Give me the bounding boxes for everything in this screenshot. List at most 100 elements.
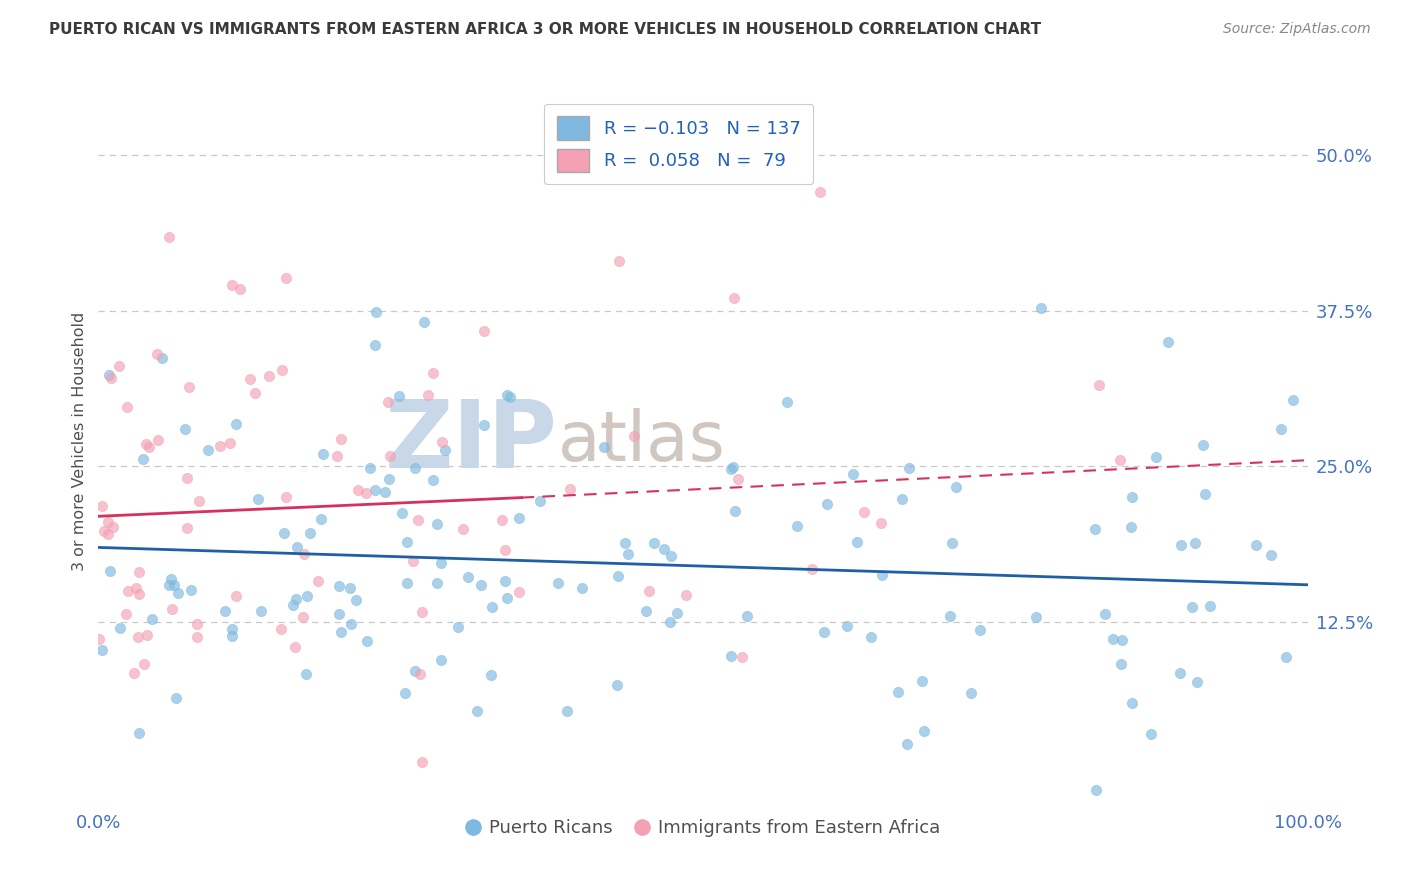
Point xyxy=(93,524,115,538)
Point xyxy=(721,459,744,474)
Point xyxy=(391,506,413,520)
Point xyxy=(97,515,120,529)
Point xyxy=(1181,599,1204,614)
Point xyxy=(426,516,449,531)
Point xyxy=(98,564,121,578)
Point xyxy=(430,435,453,450)
Point xyxy=(1109,453,1132,467)
Point xyxy=(388,389,411,403)
Point xyxy=(174,422,197,436)
Point xyxy=(125,581,148,595)
Point xyxy=(197,442,219,457)
Point xyxy=(666,606,689,620)
Point xyxy=(945,479,967,493)
Point xyxy=(1029,301,1052,316)
Point xyxy=(508,585,530,599)
Point xyxy=(800,562,823,576)
Point xyxy=(1144,450,1167,465)
Point xyxy=(378,472,401,486)
Point xyxy=(339,581,361,595)
Point xyxy=(176,471,198,485)
Point xyxy=(1121,490,1143,504)
Point xyxy=(941,536,963,550)
Point xyxy=(408,666,430,681)
Point xyxy=(1088,377,1111,392)
Point xyxy=(128,565,150,579)
Point xyxy=(815,497,838,511)
Point xyxy=(643,536,665,550)
Point xyxy=(446,620,468,634)
Point xyxy=(593,440,616,454)
Point xyxy=(1025,610,1047,624)
Point xyxy=(720,649,742,664)
Point xyxy=(364,338,387,352)
Point xyxy=(281,598,304,612)
Point xyxy=(479,668,502,682)
Point xyxy=(366,305,388,319)
Point xyxy=(835,619,858,633)
Point xyxy=(1244,538,1267,552)
Point xyxy=(731,650,754,665)
Point xyxy=(117,583,139,598)
Point xyxy=(146,433,169,447)
Point xyxy=(675,588,697,602)
Point xyxy=(97,368,120,382)
Point xyxy=(411,606,433,620)
Point xyxy=(451,522,474,536)
Point xyxy=(499,390,522,404)
Point xyxy=(344,593,367,607)
Point xyxy=(1168,666,1191,681)
Point xyxy=(165,690,187,705)
Point xyxy=(101,520,124,534)
Point xyxy=(377,395,399,409)
Point xyxy=(209,439,232,453)
Point xyxy=(606,569,628,583)
Point xyxy=(330,625,353,640)
Point xyxy=(1184,535,1206,549)
Point xyxy=(285,541,308,555)
Point xyxy=(150,351,173,365)
Point xyxy=(157,229,180,244)
Point xyxy=(354,486,377,500)
Point xyxy=(1170,538,1192,552)
Point xyxy=(270,622,292,636)
Point xyxy=(247,491,270,506)
Point xyxy=(239,371,262,385)
Point xyxy=(328,607,350,622)
Point xyxy=(1084,522,1107,536)
Point xyxy=(359,461,381,475)
Point xyxy=(1185,675,1208,690)
Point xyxy=(617,548,640,562)
Text: atlas: atlas xyxy=(558,408,725,475)
Point xyxy=(221,628,243,642)
Text: PUERTO RICAN VS IMMIGRANTS FROM EASTERN AFRICA 3 OR MORE VEHICLES IN HOUSEHOLD C: PUERTO RICAN VS IMMIGRANTS FROM EASTERN … xyxy=(49,22,1042,37)
Point xyxy=(870,516,893,530)
Point xyxy=(720,462,742,476)
Point xyxy=(292,547,315,561)
Point xyxy=(607,253,630,268)
Point xyxy=(218,436,240,450)
Point xyxy=(897,461,920,475)
Point xyxy=(853,505,876,519)
Point xyxy=(214,604,236,618)
Point xyxy=(108,359,131,373)
Point xyxy=(87,632,110,646)
Point xyxy=(860,631,883,645)
Point xyxy=(841,467,863,481)
Legend: Puerto Ricans, Immigrants from Eastern Africa: Puerto Ricans, Immigrants from Eastern A… xyxy=(458,812,948,845)
Point xyxy=(495,591,517,605)
Point xyxy=(364,483,387,497)
Point xyxy=(1191,438,1213,452)
Point xyxy=(1121,696,1143,710)
Point xyxy=(115,400,138,414)
Point xyxy=(1094,607,1116,621)
Point xyxy=(1275,649,1298,664)
Point xyxy=(146,347,169,361)
Point xyxy=(167,585,190,599)
Point xyxy=(229,282,252,296)
Point xyxy=(776,395,799,409)
Point xyxy=(284,640,307,654)
Point xyxy=(412,315,434,329)
Point xyxy=(465,704,488,718)
Point xyxy=(328,579,350,593)
